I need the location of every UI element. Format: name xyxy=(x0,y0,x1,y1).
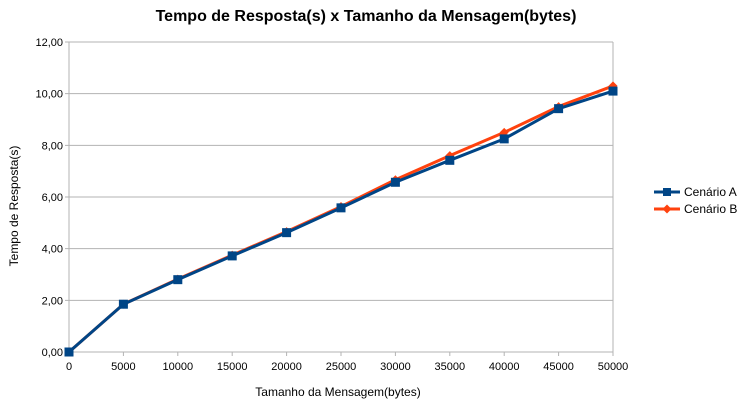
data-point xyxy=(282,228,292,238)
series-group xyxy=(64,81,618,357)
chart-title: Tempo de Resposta(s) x Tamanho da Mensag… xyxy=(156,8,577,25)
data-point xyxy=(227,251,237,261)
data-point xyxy=(445,155,455,165)
tick-labels: 0,00 2,00 4,00 6,00 8,00 10,00 12,00 0 5000 10000… xyxy=(35,37,628,373)
legend: Cenário A Cenário B xyxy=(654,185,737,216)
x-tick-label: 45000 xyxy=(543,361,574,373)
y-tick-label: 0,00 xyxy=(42,347,63,359)
x-axis-label: Tamanho da Mensagem(bytes) xyxy=(255,385,420,399)
y-axis-label: Tempo de Resposta(s) xyxy=(7,146,21,267)
legend-label: Cenário A xyxy=(684,185,737,199)
x-tick-label: 40000 xyxy=(489,361,520,373)
y-tick-label: 4,00 xyxy=(42,244,63,256)
y-tick-label: 2,00 xyxy=(42,295,63,307)
legend-marker xyxy=(662,204,672,214)
data-point xyxy=(336,203,346,213)
x-tick-label: 5000 xyxy=(111,361,135,373)
data-point xyxy=(390,177,400,187)
x-tick-label: 15000 xyxy=(217,361,248,373)
data-point xyxy=(499,134,509,144)
series-cenario-a xyxy=(64,86,618,357)
y-tick-label: 6,00 xyxy=(42,192,63,204)
legend-marker xyxy=(663,188,671,196)
grid xyxy=(65,41,613,353)
y-tick-label: 8,00 xyxy=(42,140,63,152)
x-tick-label: 20000 xyxy=(271,361,302,373)
y-tick-label: 10,00 xyxy=(35,89,63,101)
data-point xyxy=(64,347,74,357)
y-tick-label: 12,00 xyxy=(35,37,63,49)
axes xyxy=(68,42,614,356)
x-tick-label: 30000 xyxy=(380,361,411,373)
series-line xyxy=(68,84,614,354)
series-line xyxy=(68,89,614,354)
data-point xyxy=(118,299,128,309)
legend-label: Cenário B xyxy=(684,202,737,216)
x-tick-label: 25000 xyxy=(326,361,357,373)
x-tick-label: 10000 xyxy=(163,361,194,373)
x-tick-label: 50000 xyxy=(598,361,629,373)
data-point xyxy=(173,275,183,285)
data-point xyxy=(608,86,618,96)
data-point xyxy=(554,104,564,114)
x-tick-label: 35000 xyxy=(435,361,466,373)
x-tick-label: 0 xyxy=(66,361,72,373)
